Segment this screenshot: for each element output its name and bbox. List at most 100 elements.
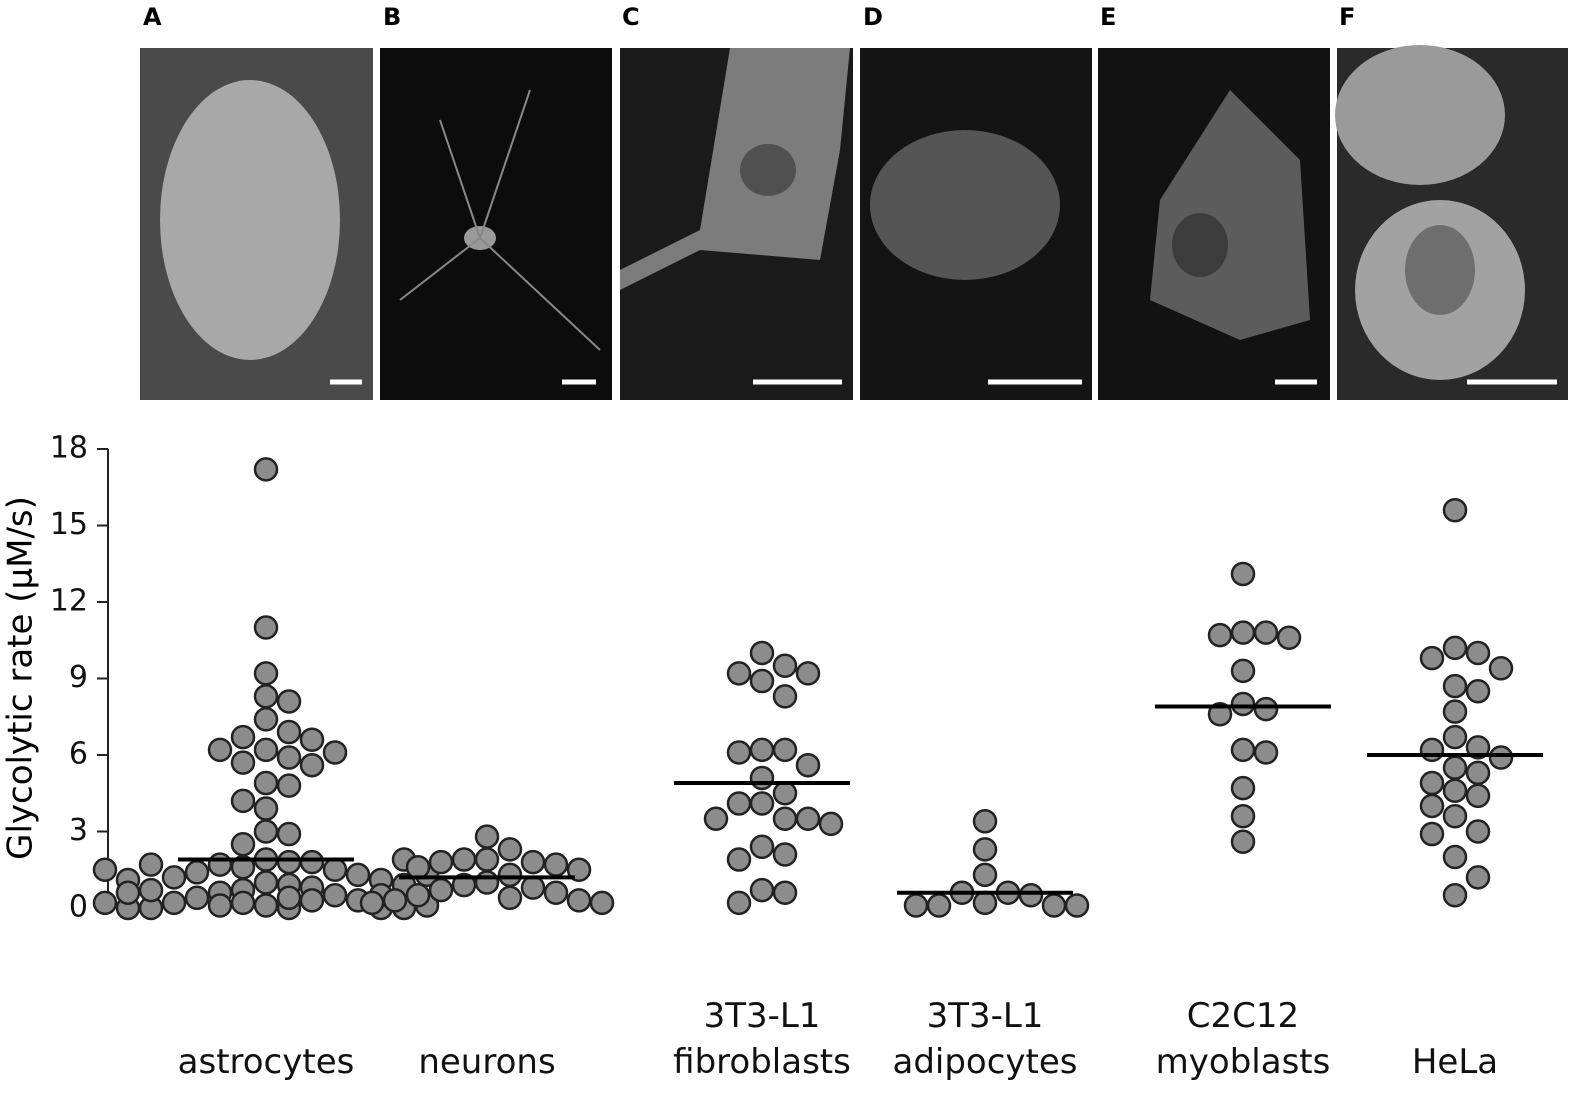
data-point xyxy=(184,885,210,911)
data-point xyxy=(972,890,998,916)
data-point xyxy=(772,684,798,709)
data-point xyxy=(382,888,408,913)
data-point xyxy=(772,806,798,831)
data-point xyxy=(1230,737,1256,763)
data-point xyxy=(1465,865,1491,890)
data-point xyxy=(253,893,279,918)
data-point xyxy=(474,870,500,895)
x-tick-label: C2C12 myoblasts xyxy=(1155,996,1331,1082)
nucleus xyxy=(1405,225,1475,315)
data-point xyxy=(138,877,164,903)
cell-shape xyxy=(870,130,1060,280)
data-point xyxy=(207,852,233,877)
data-point xyxy=(474,824,500,849)
data-point xyxy=(359,890,385,916)
data-point xyxy=(589,890,615,916)
data-point xyxy=(1041,893,1067,918)
data-point xyxy=(1207,701,1233,727)
data-point xyxy=(230,724,256,750)
data-point xyxy=(1465,783,1491,809)
data-point xyxy=(253,615,279,640)
panel-letter: D xyxy=(863,3,883,31)
data-point xyxy=(92,857,118,882)
data-point xyxy=(972,837,998,862)
data-point xyxy=(1442,803,1468,829)
data-point xyxy=(749,834,775,860)
data-point xyxy=(726,661,752,686)
data-point xyxy=(1064,893,1090,918)
data-point xyxy=(1230,829,1256,854)
data-point xyxy=(230,890,256,916)
data-point xyxy=(726,890,752,916)
cell-shape xyxy=(1335,45,1505,185)
panel-image xyxy=(380,48,612,400)
data-point xyxy=(428,849,454,875)
data-point xyxy=(520,875,546,900)
data-point xyxy=(1442,673,1468,699)
data-point xyxy=(1419,821,1445,847)
data-point xyxy=(1442,883,1468,908)
data-point xyxy=(772,737,798,763)
data-point xyxy=(772,880,798,905)
data-point xyxy=(749,877,775,903)
panel-letter: F xyxy=(1339,3,1355,31)
data-point xyxy=(299,888,325,913)
data-point xyxy=(276,689,302,714)
data-point xyxy=(1465,735,1491,760)
data-point xyxy=(726,740,752,765)
data-point xyxy=(138,852,164,877)
panel-letter: A xyxy=(143,3,162,31)
data-point xyxy=(1465,760,1491,786)
data-point xyxy=(161,865,187,890)
data-point xyxy=(795,661,821,686)
nucleus xyxy=(740,144,796,196)
y-tick-label: 3 xyxy=(69,813,88,848)
data-point xyxy=(903,893,929,918)
y-tick-label: 9 xyxy=(69,660,88,695)
data-point xyxy=(1419,645,1445,671)
data-point xyxy=(184,860,210,885)
cell-shape xyxy=(620,48,850,290)
data-point xyxy=(230,788,256,814)
data-point xyxy=(726,847,752,872)
data-point xyxy=(253,770,279,796)
data-point xyxy=(1230,691,1256,717)
data-point xyxy=(92,890,118,916)
data-point xyxy=(972,862,998,888)
micrographs xyxy=(140,45,1568,400)
panel-letter: C xyxy=(622,3,640,31)
data-point xyxy=(322,883,348,908)
data-point xyxy=(772,842,798,867)
data-point xyxy=(1465,819,1491,844)
x-tick-label: astrocytes xyxy=(177,1042,355,1082)
data-point xyxy=(1442,844,1468,870)
data-point xyxy=(1465,679,1491,704)
data-point xyxy=(703,806,729,831)
data-point xyxy=(276,719,302,745)
data-point xyxy=(276,849,302,875)
data-point xyxy=(253,707,279,732)
x-tick-label: neurons xyxy=(418,1042,556,1082)
data-point xyxy=(1465,640,1491,666)
data-point xyxy=(972,809,998,834)
data-point xyxy=(772,781,798,806)
data-point xyxy=(451,872,477,898)
data-point xyxy=(253,819,279,844)
data-point xyxy=(207,737,233,763)
nucleus xyxy=(1172,213,1228,277)
data-point xyxy=(1419,793,1445,819)
data-point xyxy=(566,857,592,882)
data-point xyxy=(1419,770,1445,796)
data-point xyxy=(1018,883,1044,908)
data-point xyxy=(161,890,187,916)
data-point xyxy=(276,773,302,798)
data-point xyxy=(253,737,279,763)
data-point xyxy=(749,791,775,816)
data-point xyxy=(1442,724,1468,750)
data-point xyxy=(428,877,454,903)
x-tick-label: 3T3-L1 fibroblasts xyxy=(673,996,851,1082)
data-point xyxy=(253,796,279,821)
data-point xyxy=(1230,620,1256,645)
data-point xyxy=(497,837,523,862)
